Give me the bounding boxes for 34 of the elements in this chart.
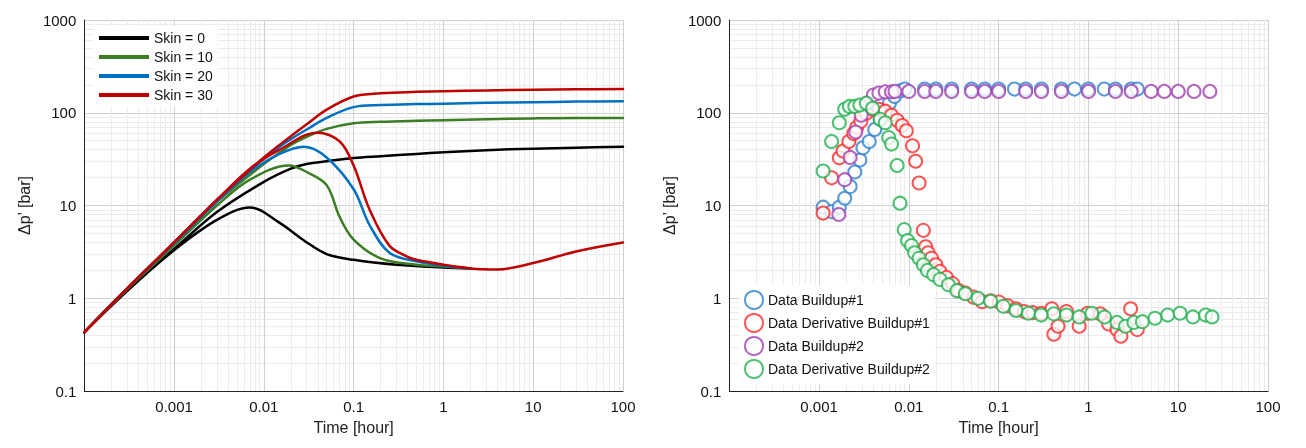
legend-label: Data Derivative Buildup#2 — [768, 361, 931, 377]
legend-label: Skin = 10 — [154, 49, 213, 65]
x-axis-title: Time [hour] — [313, 418, 394, 436]
y-tick-label: 1000 — [42, 11, 77, 29]
legend-label: Skin = 0 — [154, 30, 206, 46]
y-tick-label: 100 — [51, 104, 77, 122]
y-axis-title: Δp’ [bar] — [15, 176, 33, 236]
y-tick-label: 10 — [59, 197, 77, 215]
y-tick-label: 0.1 — [55, 382, 77, 400]
x-tick-label: 0.01 — [894, 398, 924, 416]
y-tick-label: 100 — [696, 104, 722, 122]
x-tick-label: 0.001 — [800, 398, 838, 416]
y-tick-label: 1000 — [687, 11, 722, 29]
x-tick-label: 1 — [439, 398, 448, 416]
legend-label: Data Buildup#1 — [768, 292, 864, 308]
legend-label: Data Buildup#2 — [768, 338, 864, 354]
y-axis-title: Δp’ [bar] — [660, 176, 678, 236]
legend-label: Skin = 30 — [154, 87, 213, 103]
x-tick-label: 100 — [1255, 398, 1281, 416]
x-axis-title: Time [hour] — [958, 418, 1039, 436]
y-tick-label: 1 — [712, 289, 722, 307]
y-tick-label: 0.1 — [700, 382, 722, 400]
x-tick-label: 10 — [1169, 398, 1187, 416]
y-tick-label: 1 — [67, 289, 77, 307]
x-tick-label: 100 — [610, 398, 636, 416]
x-tick-label: 0.1 — [343, 398, 365, 416]
legend-label: Skin = 20 — [154, 68, 213, 84]
x-tick-label: 10 — [524, 398, 542, 416]
x-tick-label: 1 — [1084, 398, 1093, 416]
x-tick-label: 0.001 — [155, 398, 193, 416]
x-tick-label: 0.01 — [249, 398, 279, 416]
y-tick-label: 10 — [704, 197, 722, 215]
x-tick-label: 0.1 — [988, 398, 1010, 416]
legend-label: Data Derivative Buildup#1 — [768, 315, 931, 331]
